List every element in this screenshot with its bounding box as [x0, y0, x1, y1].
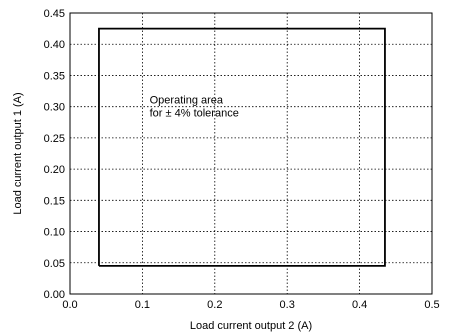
- series-layer: [98, 27, 386, 267]
- x-tick-label: 0.3: [280, 299, 295, 311]
- y-tick-label: 0.25: [44, 133, 65, 145]
- grid: [70, 13, 432, 294]
- x-tick-label: 0.1: [135, 299, 150, 311]
- annotation-line-1: Operating area: [150, 95, 224, 107]
- x-tick-labels: 0.0 0.1 0.2 0.3 0.4 0.5: [62, 299, 439, 311]
- x-tick-label: 0.0: [62, 299, 77, 311]
- y-tick-label: 0.45: [44, 8, 65, 20]
- x-tick-label: 0.2: [207, 299, 222, 311]
- operating-area-annotation: Operating area for ± 4% tolerance: [150, 95, 239, 120]
- x-axis-label: Load current output 2 (A): [190, 320, 312, 332]
- y-tick-label: 0.20: [44, 164, 65, 176]
- x-tick-label: 0.5: [424, 299, 439, 311]
- y-tick-label: 0.30: [44, 102, 65, 114]
- y-tick-label: 0.15: [44, 195, 65, 207]
- y-tick-label: 0.35: [44, 70, 65, 82]
- y-tick-label: 0.05: [44, 258, 65, 270]
- y-tick-label: 0.10: [44, 227, 65, 239]
- y-axis-label: Load current output 1 (A): [12, 92, 24, 214]
- annotation-line-2: for ± 4% tolerance: [150, 108, 239, 120]
- y-tick-label: 0.00: [44, 289, 65, 301]
- operating-area-boundary: [98, 27, 386, 267]
- plot-frame: [69, 12, 433, 295]
- y-tick-labels: 0.00 0.05 0.10 0.15 0.20 0.25 0.30 0.35 0.40 0.45: [44, 8, 65, 301]
- y-tick-label: 0.40: [44, 39, 65, 51]
- x-tick-label: 0.4: [352, 299, 367, 311]
